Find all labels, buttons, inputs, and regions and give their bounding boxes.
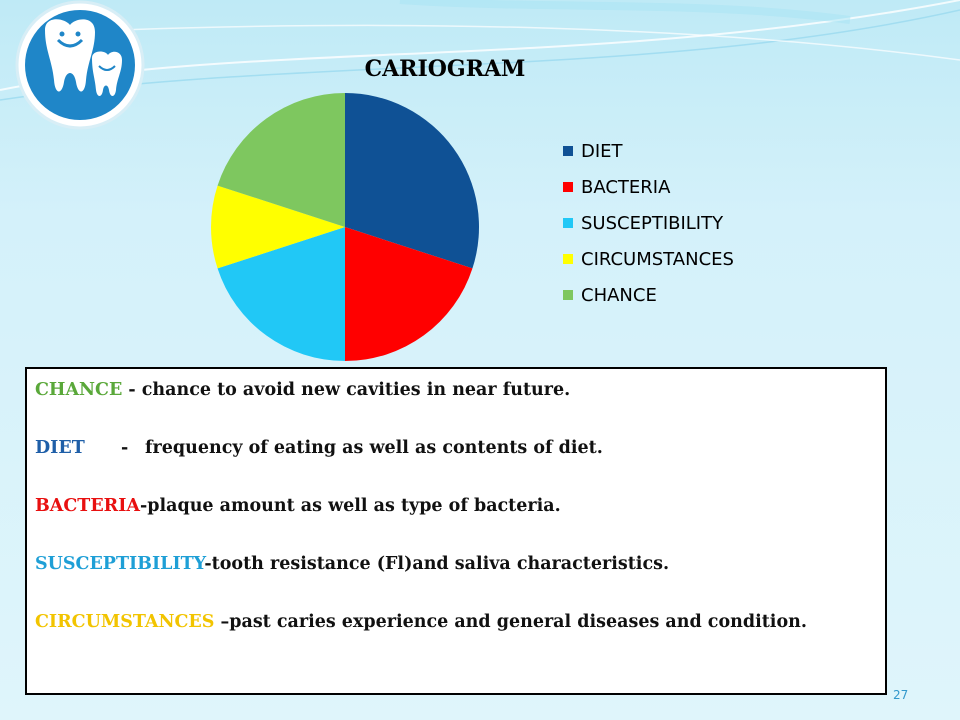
cariogram-chart: CARIOGRAM DIET BACTERIA SUSCEPTIBILITY CIRC… (211, 56, 734, 361)
legend: DIET BACTERIA SUSCEPTIBILITY CIRCUMSTANCES C… (563, 141, 734, 306)
legend-label-chance: CHANCE (581, 285, 657, 306)
diet-separator: - (121, 438, 129, 458)
legend-label-susceptibility: SUSCEPTIBILITY (581, 213, 724, 234)
susceptibility-definition: SUSCEPTIBILITY-tooth resistance (Fl)and … (35, 551, 877, 577)
diet-key: DIET (35, 438, 85, 458)
bacteria-key: BACTERIA (35, 496, 140, 516)
pie-slice-circumstances (211, 185, 345, 269)
circumstances-key: CIRCUMSTANCES (35, 612, 215, 632)
pie-slice-susceptibility (217, 227, 345, 361)
circumstances-text: –past caries experience and general dise… (214, 612, 807, 632)
page-number: 27 (893, 688, 909, 702)
chance-definition: CHANCE - chance to avoid new cavities in… (35, 377, 877, 403)
pie (211, 93, 479, 361)
dental-logo (15, 0, 145, 130)
pie-slice-diet (345, 93, 479, 269)
legend-swatch-chance (563, 290, 573, 300)
legend-swatch-bacteria (563, 182, 573, 192)
pie-slice-chance (217, 93, 345, 227)
chart-title: CARIOGRAM (365, 56, 526, 82)
circumstances-definition: CIRCUMSTANCES –past caries experience an… (35, 609, 877, 635)
chance-key: CHANCE (35, 380, 123, 400)
legend-swatch-susceptibility (563, 218, 573, 228)
legend-label-diet: DIET (581, 141, 624, 162)
susceptibility-text: -tooth resistance (Fl)and saliva charact… (204, 554, 670, 574)
chance-text: - chance to avoid new cavities in near f… (122, 380, 571, 400)
diet-text: frequency of eating as well as contents … (145, 438, 603, 458)
diet-definition: DIET - frequency of eating as well as cont… (35, 435, 877, 461)
susceptibility-key: SUSCEPTIBILITY (35, 554, 205, 574)
definitions-box: CHANCE - chance to avoid new cavities in… (25, 367, 887, 695)
bacteria-text: -plaque amount as well as type of bacter… (139, 496, 561, 516)
legend-label-circumstances: CIRCUMSTANCES (581, 249, 734, 270)
legend-swatch-diet (563, 146, 573, 156)
legend-label-bacteria: BACTERIA (581, 177, 671, 198)
pie-slice-bacteria (345, 227, 473, 361)
bacteria-definition: BACTERIA-plaque amount as well as type o… (35, 493, 877, 519)
legend-swatch-circumstances (563, 254, 573, 264)
